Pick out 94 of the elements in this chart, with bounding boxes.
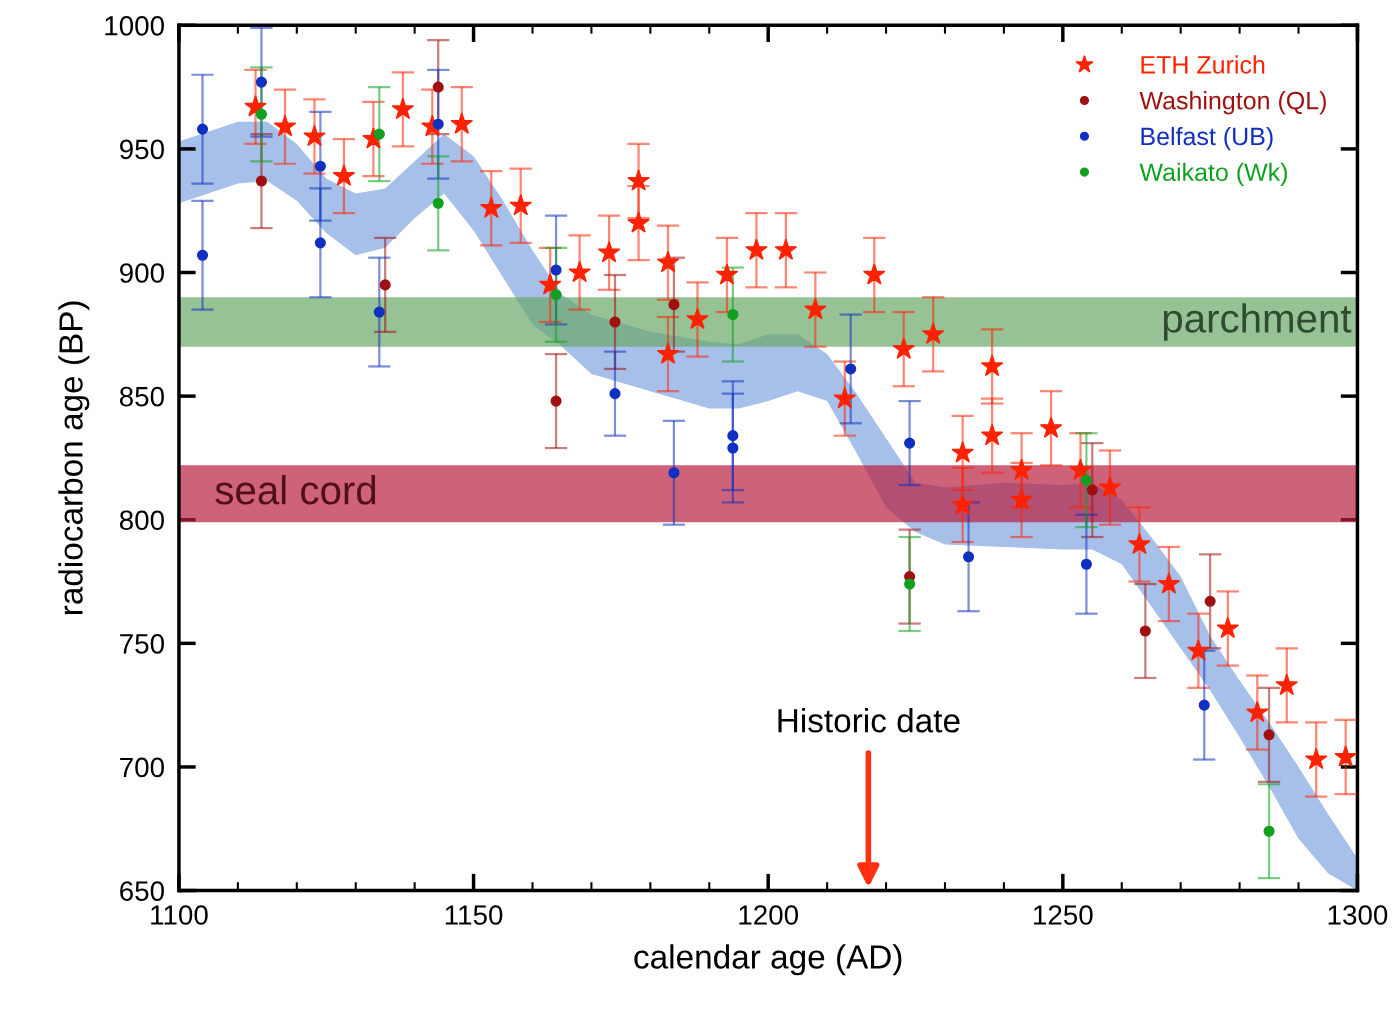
point: [314, 237, 326, 249]
point: [1010, 488, 1033, 510]
band-label: seal cord: [215, 475, 376, 505]
point: [686, 307, 709, 330]
point: [727, 308, 739, 321]
y-tick-label: 650: [120, 881, 164, 901]
point: [1157, 572, 1181, 594]
point: [1275, 673, 1299, 696]
point: [1069, 458, 1092, 480]
point: [745, 238, 768, 260]
point: [479, 196, 503, 218]
point: [627, 169, 650, 191]
point: [609, 316, 621, 328]
point: [715, 263, 739, 285]
point: [1263, 825, 1275, 837]
point: [1246, 700, 1269, 723]
point: [727, 442, 739, 454]
point: [668, 299, 680, 311]
legend-label: Belfast (UB): [1141, 126, 1273, 151]
y-tick-label: 750: [120, 634, 164, 654]
y-axis-title: radiocarbon age (BP): [58, 301, 90, 615]
point: [609, 388, 621, 400]
y-tick-label: 900: [120, 263, 164, 283]
point: [1086, 484, 1098, 496]
point: [391, 97, 415, 120]
point: [1039, 416, 1063, 438]
y-tick-label: 950: [120, 139, 164, 160]
point: [432, 197, 444, 209]
point: [1098, 475, 1122, 498]
point: [804, 297, 827, 320]
point: [833, 386, 857, 409]
point: [1198, 699, 1210, 711]
point: [1080, 474, 1092, 486]
point: [656, 250, 680, 273]
point: [951, 493, 974, 515]
point: [904, 437, 916, 449]
point: [273, 114, 297, 137]
point: [379, 279, 391, 291]
point: [568, 260, 591, 283]
x-tick-label: 1250: [1034, 905, 1093, 925]
point: [1216, 616, 1240, 639]
point: [1139, 625, 1151, 637]
point: [550, 289, 562, 301]
point: [1204, 595, 1216, 607]
point: [432, 81, 444, 93]
point: [314, 160, 326, 172]
point: [509, 193, 532, 216]
point: [1334, 745, 1357, 767]
point: [962, 551, 975, 563]
point: [921, 322, 945, 345]
point: [845, 363, 857, 375]
x-tick-label: 1200: [739, 905, 799, 925]
point: [1080, 558, 1092, 570]
point: [627, 211, 650, 233]
point: [980, 354, 1004, 377]
y-tick-label: 800: [119, 510, 164, 531]
point: [332, 164, 356, 186]
point: [656, 342, 680, 364]
point: [255, 175, 267, 187]
point: [980, 423, 1004, 446]
legend-label: Washington (QL): [1139, 91, 1326, 115]
legend-label: ETH Zurich: [1141, 55, 1265, 74]
point: [863, 263, 886, 285]
point: [196, 123, 209, 135]
point: [951, 441, 974, 463]
point: [1304, 747, 1328, 770]
point: [1263, 729, 1275, 741]
point: [1128, 532, 1151, 555]
point: [550, 264, 562, 276]
point: [727, 430, 739, 442]
band-label: parchment: [1163, 303, 1352, 341]
point: [668, 467, 680, 479]
point: [196, 249, 209, 261]
y-tick-label: 700: [120, 757, 164, 778]
y-tick-label: 1000: [105, 15, 164, 36]
x-axis-title: calendar age (AD): [634, 944, 902, 976]
point: [255, 76, 267, 88]
point: [550, 395, 562, 407]
point: [892, 337, 915, 359]
point: [450, 112, 474, 134]
annotation: Historic date: [778, 708, 960, 733]
legend-label: Waikato (Wk): [1139, 162, 1287, 187]
point: [597, 240, 621, 263]
point: [373, 306, 385, 318]
point: [255, 108, 267, 120]
point: [303, 124, 326, 147]
x-tick-label: 1150: [445, 905, 503, 925]
point: [1010, 458, 1033, 480]
x-tick-label: 1300: [1328, 905, 1388, 925]
point: [774, 238, 798, 260]
x-tick-label: 1100: [151, 905, 208, 925]
point: [1187, 638, 1210, 661]
point: [904, 578, 916, 590]
y-tick-label: 850: [119, 386, 164, 407]
